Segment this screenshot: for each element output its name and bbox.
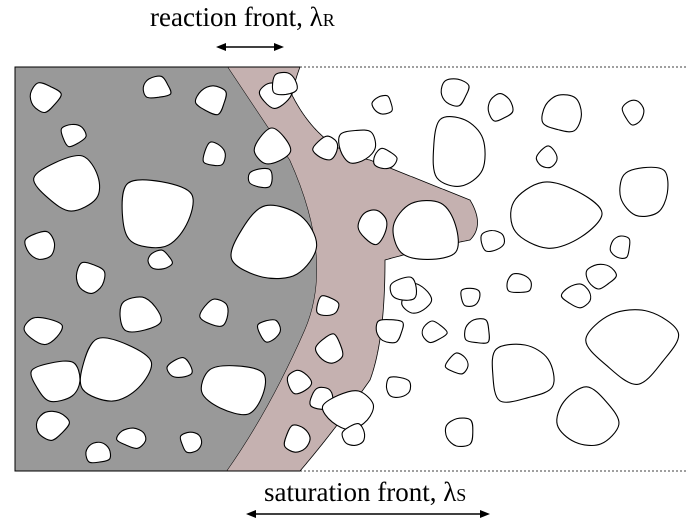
saturation-front-curve xyxy=(291,66,478,472)
grain xyxy=(230,204,318,280)
saturation-front-double-arrow-icon xyxy=(246,510,490,518)
grain xyxy=(286,369,313,395)
reaction-front-label-text: reaction front, λ xyxy=(150,2,323,32)
reaction-front-label: reaction front, λR xyxy=(150,2,335,33)
grain xyxy=(444,417,474,447)
grain xyxy=(421,320,448,344)
grain xyxy=(535,145,558,169)
grain xyxy=(373,147,398,170)
grain xyxy=(621,99,645,126)
grain xyxy=(202,141,226,167)
grain xyxy=(256,319,282,343)
grain xyxy=(147,249,173,270)
grain xyxy=(432,116,486,187)
grain xyxy=(556,386,620,447)
grain xyxy=(271,71,298,96)
grain xyxy=(338,129,377,164)
grain xyxy=(283,424,311,453)
grain xyxy=(116,427,147,449)
reaction-front-double-arrow-icon xyxy=(216,43,284,51)
grain xyxy=(464,318,490,344)
grain xyxy=(375,318,404,344)
grain xyxy=(35,410,70,441)
grain xyxy=(341,422,366,446)
grain xyxy=(385,376,412,398)
grain xyxy=(29,82,62,114)
grain xyxy=(314,333,344,364)
grain xyxy=(200,365,267,416)
grain xyxy=(585,309,680,385)
grain xyxy=(30,360,81,403)
reaction-zone-region xyxy=(227,67,478,471)
saturation-front-label: saturation front, λS xyxy=(264,477,466,508)
grain xyxy=(585,263,617,290)
grain xyxy=(253,127,292,165)
grain xyxy=(389,276,418,301)
grain xyxy=(506,272,532,293)
grain xyxy=(33,154,101,212)
grain xyxy=(371,94,393,115)
grains-group xyxy=(23,71,680,464)
grain xyxy=(444,352,469,375)
grain xyxy=(510,181,603,249)
grain xyxy=(357,209,388,246)
grain xyxy=(619,166,669,217)
grain xyxy=(312,135,339,161)
grain xyxy=(392,199,459,260)
grain xyxy=(179,431,203,454)
grain xyxy=(194,85,227,116)
saturation-front-label-subscript: S xyxy=(456,485,467,505)
grain xyxy=(440,78,470,107)
grain xyxy=(321,390,375,431)
grain xyxy=(75,261,106,294)
grain xyxy=(119,296,162,333)
grain xyxy=(541,94,582,133)
grain xyxy=(487,93,514,122)
grain xyxy=(79,337,153,402)
grain xyxy=(85,441,112,464)
grain xyxy=(609,235,631,259)
saturation-front-label-text: saturation front, λ xyxy=(264,477,457,507)
grain xyxy=(247,167,273,189)
grain xyxy=(60,123,87,148)
grain xyxy=(199,298,229,327)
grain xyxy=(121,179,194,249)
grain xyxy=(23,316,63,346)
grain xyxy=(560,283,592,309)
grain xyxy=(480,229,506,252)
grain xyxy=(460,287,481,307)
reaction-front-label-subscript: R xyxy=(322,10,335,30)
grain xyxy=(24,230,56,260)
grain xyxy=(315,295,340,317)
grain xyxy=(491,343,555,403)
grain xyxy=(142,75,172,99)
grain xyxy=(166,357,193,378)
